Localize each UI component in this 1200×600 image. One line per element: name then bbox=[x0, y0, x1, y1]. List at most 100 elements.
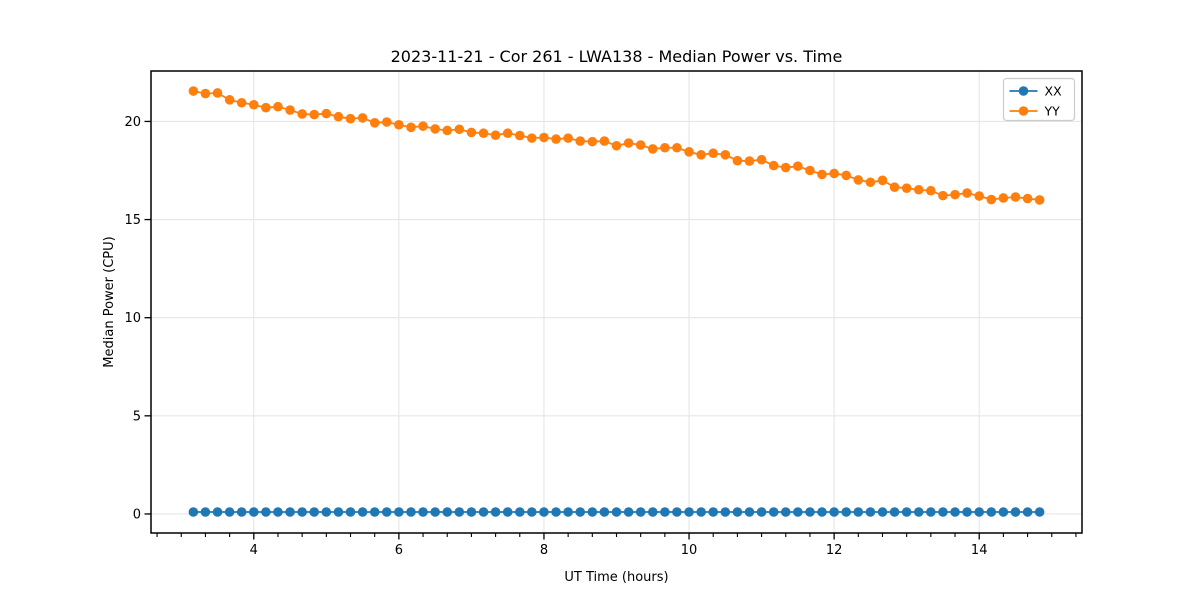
data-point-marker bbox=[430, 507, 440, 517]
data-point-marker bbox=[333, 111, 344, 122]
data-point-marker bbox=[841, 170, 852, 181]
legend-box bbox=[1002, 77, 1076, 122]
data-point-marker bbox=[817, 169, 827, 180]
y-tick-label: 10 bbox=[124, 311, 141, 326]
data-point-marker bbox=[261, 102, 271, 113]
data-point-marker bbox=[502, 128, 513, 139]
data-point-marker bbox=[793, 161, 803, 171]
data-point-marker bbox=[998, 507, 1009, 517]
y-axis-label: Median Power (CPU) bbox=[102, 236, 117, 367]
data-point-marker bbox=[950, 189, 960, 200]
data-point-marker bbox=[188, 86, 199, 96]
data-point-marker bbox=[998, 193, 1009, 203]
data-point-marker bbox=[877, 507, 888, 517]
data-point-marker bbox=[1034, 507, 1045, 517]
data-point-marker bbox=[563, 133, 573, 143]
chart-title: 2023-11-21 - Cor 261 - LWA138 - Median P… bbox=[391, 47, 843, 66]
data-point-marker bbox=[974, 507, 985, 517]
x-tick-label: 4 bbox=[250, 543, 258, 558]
data-point-marker bbox=[756, 154, 767, 165]
data-point-marker bbox=[369, 118, 380, 128]
data-point-marker bbox=[780, 162, 791, 173]
data-point-marker bbox=[805, 507, 815, 517]
x-tick-label: 14 bbox=[971, 543, 988, 558]
data-point-marker bbox=[708, 507, 718, 517]
data-point-marker bbox=[647, 507, 658, 517]
y-tick-label: 5 bbox=[133, 409, 141, 424]
data-point-marker bbox=[684, 147, 694, 157]
data-point-marker bbox=[261, 507, 271, 517]
data-point-marker bbox=[974, 191, 985, 201]
data-point-marker bbox=[551, 134, 561, 144]
data-point-marker bbox=[853, 175, 864, 185]
data-point-marker bbox=[515, 130, 525, 141]
data-point-marker bbox=[829, 507, 839, 517]
data-point-marker bbox=[224, 507, 235, 517]
data-point-marker bbox=[236, 507, 247, 517]
data-point-marker bbox=[841, 507, 852, 517]
data-point-marker bbox=[913, 184, 924, 195]
data-point-marker bbox=[321, 507, 332, 517]
data-point-marker bbox=[805, 165, 815, 176]
data-point-marker bbox=[551, 507, 561, 517]
data-point-marker bbox=[672, 142, 682, 153]
data-point-marker bbox=[720, 507, 731, 517]
data-point-marker bbox=[236, 97, 247, 108]
data-point-marker bbox=[381, 117, 392, 127]
data-point-marker bbox=[478, 507, 489, 517]
data-point-marker bbox=[1010, 507, 1021, 517]
data-point-marker bbox=[430, 124, 440, 134]
data-point-marker bbox=[635, 140, 646, 150]
data-point-marker bbox=[224, 95, 235, 105]
data-point-marker bbox=[357, 113, 368, 123]
data-point-marker bbox=[394, 119, 404, 130]
data-point-marker bbox=[768, 507, 779, 517]
data-point-marker bbox=[527, 133, 537, 143]
data-point-marker bbox=[889, 182, 900, 192]
data-point-marker bbox=[623, 138, 634, 148]
data-point-marker bbox=[515, 507, 525, 517]
data-point-marker bbox=[599, 136, 610, 146]
data-point-marker bbox=[273, 101, 283, 112]
data-point-marker bbox=[926, 507, 936, 517]
data-point-marker bbox=[309, 507, 320, 517]
data-point-marker bbox=[901, 507, 912, 517]
data-point-marker bbox=[490, 507, 501, 517]
data-point-marker bbox=[889, 507, 900, 517]
data-point-marker bbox=[732, 155, 743, 166]
data-point-marker bbox=[345, 507, 356, 517]
legend-sample-marker bbox=[1018, 86, 1029, 96]
data-point-marker bbox=[321, 108, 332, 119]
data-point-marker bbox=[877, 175, 888, 186]
data-point-marker bbox=[478, 128, 489, 139]
data-point-marker bbox=[248, 507, 259, 517]
data-point-marker bbox=[442, 125, 453, 136]
data-point-marker bbox=[490, 130, 501, 140]
data-point-marker bbox=[309, 109, 320, 120]
data-point-marker bbox=[901, 183, 912, 193]
data-point-marker bbox=[1022, 507, 1033, 517]
x-tick-label: 10 bbox=[681, 543, 698, 558]
data-point-marker bbox=[575, 507, 586, 517]
y-tick-label: 15 bbox=[124, 213, 141, 228]
data-point-marker bbox=[406, 122, 416, 133]
data-point-marker bbox=[962, 188, 972, 198]
data-point-marker bbox=[381, 507, 392, 517]
data-point-marker bbox=[623, 507, 634, 517]
data-point-marker bbox=[418, 507, 428, 517]
data-point-marker bbox=[599, 507, 610, 517]
data-point-marker bbox=[1034, 195, 1045, 205]
legend: XX YY bbox=[1002, 77, 1076, 122]
data-point-marker bbox=[768, 160, 779, 171]
x-tick-label: 12 bbox=[826, 543, 843, 558]
data-point-marker bbox=[817, 507, 827, 517]
data-point-marker bbox=[539, 507, 549, 517]
data-point-marker bbox=[418, 121, 428, 131]
data-point-marker bbox=[853, 507, 864, 517]
data-point-marker bbox=[684, 507, 694, 517]
data-point-marker bbox=[200, 507, 211, 517]
data-point-marker bbox=[357, 507, 368, 517]
data-point-marker bbox=[200, 88, 211, 99]
data-point-marker bbox=[1022, 193, 1033, 204]
